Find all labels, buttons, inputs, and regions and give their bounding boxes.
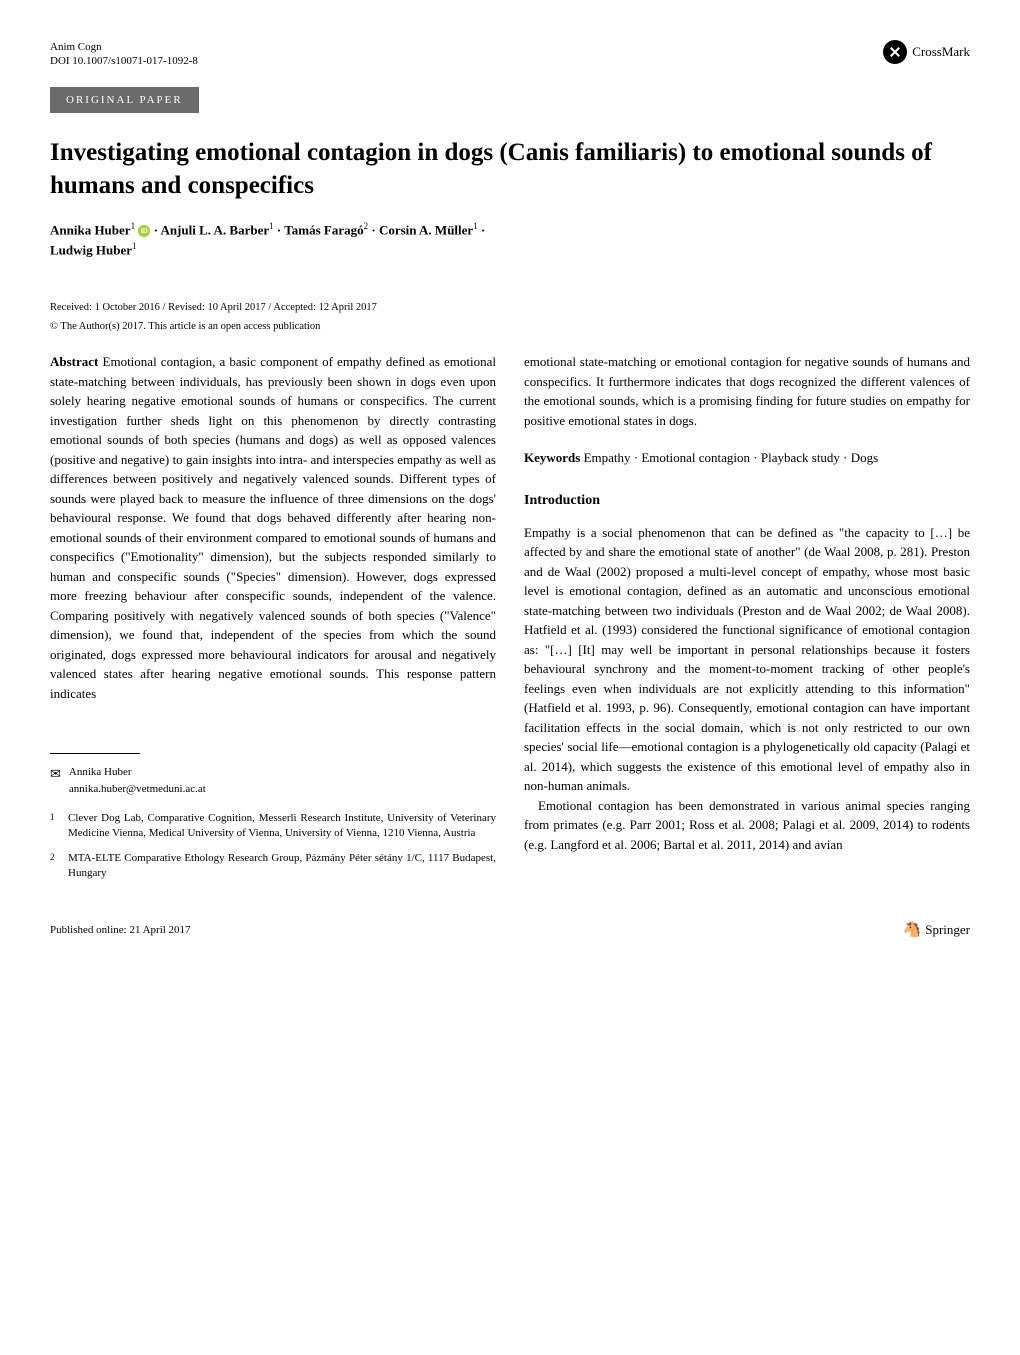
authors-list: Annika Huber1 · Anjuli L. A. Barber 1 · T… xyxy=(50,220,970,260)
crossmark-icon xyxy=(883,40,907,64)
envelope-icon: ✉ xyxy=(50,764,61,797)
keywords-text: Empathy · Emotional contagion · Playback… xyxy=(580,450,878,465)
corr-email: annika.huber@vetmeduni.ac.at xyxy=(69,781,206,798)
author-2: Anjuli L. A. Barber xyxy=(160,222,269,237)
author-5: Ludwig Huber xyxy=(50,242,132,257)
author-3: Tamás Faragó xyxy=(284,222,363,237)
paper-type-badge: ORIGINAL PAPER xyxy=(50,87,199,114)
keywords-block: Keywords Empathy · Emotional contagion ·… xyxy=(524,448,970,468)
crossmark-label: CrossMark xyxy=(912,42,970,62)
affil-1-num: 1 xyxy=(50,811,58,841)
intro-paragraph-2: Emotional contagion has been demonstrate… xyxy=(524,796,970,855)
abstract-label: Abstract xyxy=(50,354,98,369)
journal-name: Anim Cogn xyxy=(50,40,198,54)
orcid-icon[interactable] xyxy=(138,225,150,237)
abstract-left-text: Emotional contagion, a basic component o… xyxy=(50,354,496,701)
crossmark-badge[interactable]: CrossMark xyxy=(883,40,970,64)
author-4: Corsin A. Müller xyxy=(379,222,473,237)
author-sep: · xyxy=(478,222,486,237)
footnote-divider xyxy=(50,753,140,754)
abstract-paragraph: Abstract Emotional contagion, a basic co… xyxy=(50,352,496,703)
author-sep: · xyxy=(274,222,285,237)
intro-paragraph-1: Empathy is a social phenomenon that can … xyxy=(524,523,970,796)
affiliation-1: 1 Clever Dog Lab, Comparative Cognition,… xyxy=(50,811,496,841)
corr-name: Annika Huber xyxy=(69,764,206,781)
affil-1-text: Clever Dog Lab, Comparative Cognition, M… xyxy=(68,811,496,841)
springer-icon: 🐴 xyxy=(903,919,922,942)
author-sep: · xyxy=(150,222,160,237)
left-column: Abstract Emotional contagion, a basic co… xyxy=(50,352,496,890)
author-sep: · xyxy=(368,222,379,237)
published-date: Published online: 21 April 2017 xyxy=(50,922,191,939)
right-column: emotional state-matching or emotional co… xyxy=(524,352,970,890)
journal-info: Anim Cogn DOI 10.1007/s10071-017-1092-8 xyxy=(50,40,198,69)
introduction-heading: Introduction xyxy=(524,490,970,511)
affil-2-text: MTA-ELTE Comparative Ethology Research G… xyxy=(68,851,496,881)
keywords-label: Keywords xyxy=(524,450,580,465)
doi: DOI 10.1007/s10071-017-1092-8 xyxy=(50,54,198,68)
affil-2-num: 2 xyxy=(50,851,58,881)
article-dates: Received: 1 October 2016 / Revised: 10 A… xyxy=(50,300,970,316)
author-5-affil: 1 xyxy=(132,241,137,251)
author-1: Annika Huber xyxy=(50,222,131,237)
abstract-continuation: emotional state-matching or emotional co… xyxy=(524,352,970,430)
author-1-affil: 1 xyxy=(131,221,136,231)
copyright-notice: © The Author(s) 2017. This article is an… xyxy=(50,319,970,335)
publisher-name: Springer xyxy=(925,920,970,940)
paper-title: Investigating emotional contagion in dog… xyxy=(50,137,970,202)
affiliation-2: 2 MTA-ELTE Comparative Ethology Research… xyxy=(50,851,496,881)
corresponding-author: ✉ Annika Huber annika.huber@vetmeduni.ac… xyxy=(50,764,496,797)
publisher-logo: 🐴 Springer xyxy=(903,919,970,942)
